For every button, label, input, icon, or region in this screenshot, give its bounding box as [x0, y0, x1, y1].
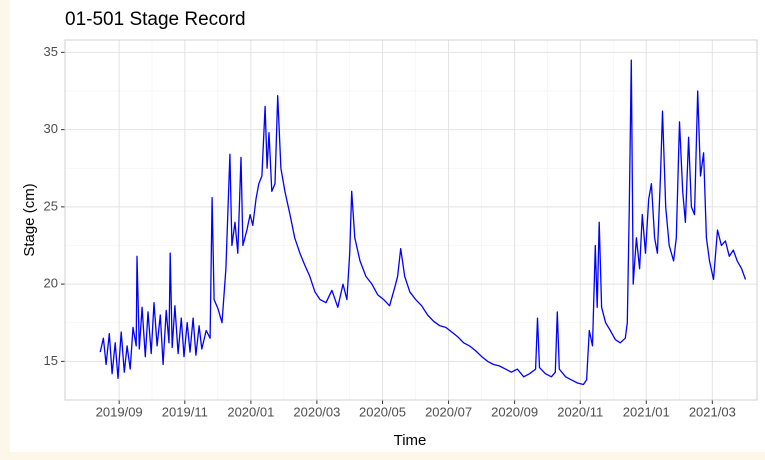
x-tick-label: 2021/01: [623, 404, 670, 419]
y-axis-label: Stage (cm): [21, 183, 38, 256]
panel-border: [64, 39, 758, 401]
x-tick-label: 2020/01: [227, 404, 274, 419]
x-tick-label: 2020/05: [359, 404, 406, 419]
x-tick-label: 2019/11: [162, 404, 208, 419]
series-line: [99, 59, 747, 386]
chart-title: 01-501 Stage Record: [65, 9, 246, 30]
x-tick-label: 2019/09: [96, 404, 143, 419]
x-tick-label: 2020/07: [425, 404, 472, 419]
x-tick-label: 2020/09: [491, 404, 538, 419]
y-tick-label: 35: [44, 44, 58, 59]
y-tick-label: 25: [44, 198, 58, 213]
background: [10, 0, 765, 452]
x-axis-label: Time: [394, 432, 427, 449]
x-tick-label: 2020/03: [293, 404, 340, 419]
x-tick-label: 2021/03: [689, 404, 736, 419]
x-tick-label: 2020/11: [557, 404, 603, 419]
y-tick-label: 15: [44, 353, 58, 368]
y-tick-label: 30: [44, 121, 58, 136]
y-tick-label: 20: [44, 276, 58, 291]
